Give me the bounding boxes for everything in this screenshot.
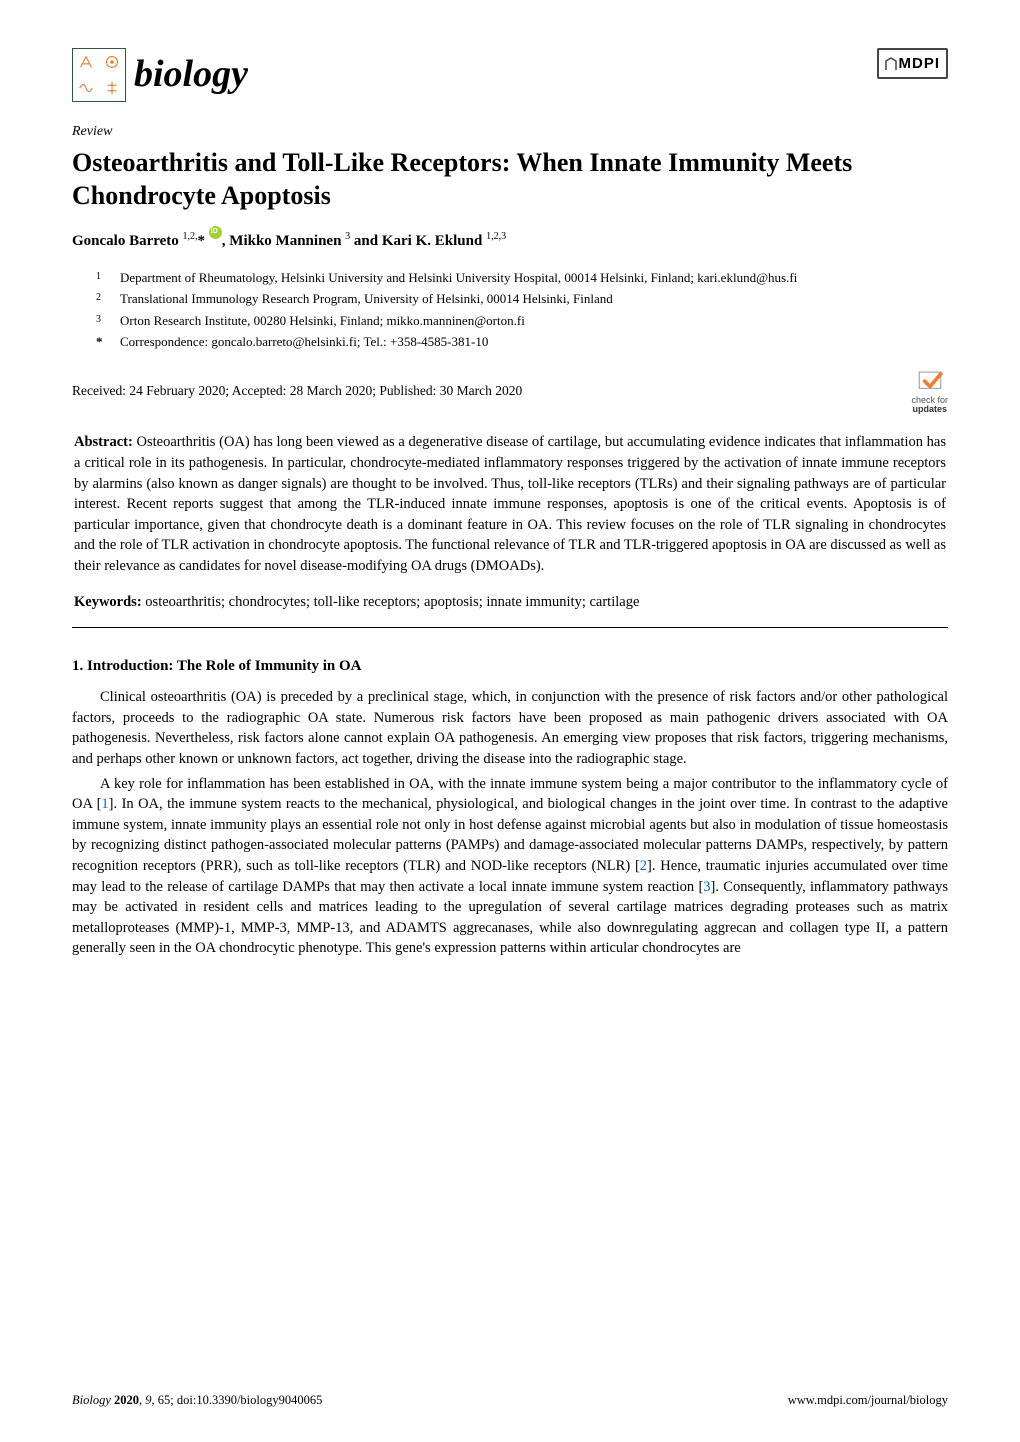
author-3: Kari K. Eklund: [382, 233, 482, 249]
keywords-block: Keywords: osteoarthritis; chondrocytes; …: [72, 592, 948, 613]
reference-link[interactable]: 2: [640, 858, 647, 874]
section-divider: [72, 627, 948, 628]
page-footer: Biology 2020, 9, 65; doi:10.3390/biology…: [72, 1392, 948, 1410]
abstract-text: Osteoarthritis (OA) has long been viewed…: [74, 434, 946, 573]
biology-logo-icon: [72, 48, 126, 102]
reference-link[interactable]: 1: [101, 796, 108, 812]
journal-name: biology: [134, 48, 248, 102]
footer-journal: Biology: [72, 1393, 111, 1407]
abstract-label: Abstract:: [74, 434, 133, 450]
affil-num: 3: [96, 312, 106, 330]
author-1: Goncalo Barreto: [72, 233, 179, 249]
affil-num: 2: [96, 290, 106, 308]
body-paragraph: A key role for inflammation has been est…: [72, 774, 948, 959]
affiliation-row: 2 Translational Immunology Research Prog…: [96, 290, 948, 308]
affil-num: 1: [96, 269, 106, 287]
author-2: Mikko Manninen: [229, 233, 341, 249]
check-updates-line2: updates: [912, 405, 947, 414]
publication-dates: Received: 24 February 2020; Accepted: 28…: [72, 381, 522, 400]
article-title: Osteoarthritis and Toll-Like Receptors: …: [72, 146, 948, 213]
journal-logo-group: biology: [72, 48, 248, 102]
check-for-updates-badge[interactable]: check for updates: [911, 368, 948, 415]
check-updates-icon: [912, 368, 948, 396]
affil-text: Translational Immunology Research Progra…: [120, 290, 613, 308]
publisher-name: MDPI: [899, 53, 941, 74]
affil-text: Orton Research Institute, 00280 Helsinki…: [120, 312, 525, 330]
footer-year: 2020: [114, 1393, 139, 1407]
footer-volume: 9: [145, 1393, 151, 1407]
keywords-label: Keywords:: [74, 594, 142, 610]
keywords-text: osteoarthritis; chondrocytes; toll-like …: [142, 594, 640, 610]
authors-line: Goncalo Barreto 1,2,* , Mikko Manninen 3…: [72, 226, 948, 252]
orcid-icon: [209, 226, 222, 239]
affiliation-row: 1 Department of Rheumatology, Helsinki U…: [96, 269, 948, 287]
section-heading: 1. Introduction: The Role of Immunity in…: [72, 656, 948, 677]
footer-page: 65: [158, 1393, 171, 1407]
abstract-block: Abstract: Osteoarthritis (OA) has long b…: [72, 432, 948, 576]
page-header: biology MDPI: [72, 48, 948, 102]
dates-row: Received: 24 February 2020; Accepted: 28…: [72, 368, 948, 415]
affiliation-row: 3 Orton Research Institute, 00280 Helsin…: [96, 312, 948, 330]
affiliations-block: 1 Department of Rheumatology, Helsinki U…: [96, 269, 948, 352]
footer-doi: doi:10.3390/biology9040065: [177, 1393, 323, 1407]
article-type: Review: [72, 122, 948, 142]
footer-citation: Biology 2020, 9, 65; doi:10.3390/biology…: [72, 1392, 322, 1410]
mdpi-logo: MDPI: [877, 48, 949, 79]
body-paragraph: Clinical osteoarthritis (OA) is preceded…: [72, 687, 948, 769]
reference-link[interactable]: 3: [703, 879, 710, 895]
affil-text: Department of Rheumatology, Helsinki Uni…: [120, 269, 797, 287]
footer-url[interactable]: www.mdpi.com/journal/biology: [788, 1392, 948, 1410]
correspondence-text: Correspondence: goncalo.barreto@helsinki…: [120, 333, 488, 351]
correspondence-star: *: [96, 333, 106, 351]
correspondence-row: * Correspondence: goncalo.barreto@helsin…: [96, 333, 948, 351]
